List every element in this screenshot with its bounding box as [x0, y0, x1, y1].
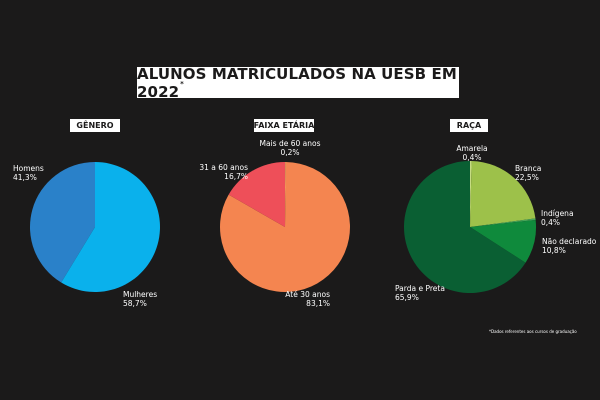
pie-slice-nao-declarado — [470, 219, 536, 263]
pie-slice-indigena — [470, 218, 536, 227]
pie-slice-branca — [470, 161, 536, 227]
slice-label-name: Homens — [13, 164, 44, 173]
slice-label-value: 41,3% — [13, 173, 37, 182]
slice-label-value: 58,7% — [123, 299, 147, 308]
pie-slice-mais-de-60-anos — [285, 162, 286, 227]
slice-label-name: Mais de 60 anos — [260, 139, 321, 148]
slice-label-value: 22,5% — [515, 173, 539, 182]
pie-slice-parda-e-preta — [403, 161, 526, 294]
slice-label-indigena: Indígena 0,4% — [541, 209, 574, 227]
pie-slice-ate-30-anos — [219, 162, 350, 293]
pie-title-raca: RAÇA — [450, 119, 488, 132]
slice-label-value: 0,2% — [280, 148, 299, 157]
slice-label-nao-declarado: Não declarado 10,8% — [542, 237, 597, 255]
footnote: *Dados referentes aos cursos de graduaçã… — [489, 329, 577, 334]
slice-label-name: Parda e Preta — [395, 284, 445, 293]
slice-label-amarela: Amarela 0,4% — [456, 144, 487, 162]
slice-label-name: Branca — [515, 164, 541, 173]
slice-label-value: 0,4% — [541, 218, 560, 227]
slice-label-homens: Homens 41,3% — [13, 164, 44, 182]
pie-slice-mulheres — [61, 162, 160, 292]
slice-label-31-a-60-anos: 31 a 60 anos 16,7% — [199, 163, 248, 181]
slice-label-value: 16,7% — [224, 172, 248, 181]
slice-label-name: Amarela — [456, 144, 487, 153]
slice-label-name: Mulheres — [123, 290, 157, 299]
pie-title-faixa-etaria: FAIXA ETÁRIA — [253, 119, 315, 132]
chart-title: ALUNOS MATRICULADOS NA UESB EM 2022* — [137, 64, 457, 101]
slice-label-value: 0,4% — [462, 153, 481, 162]
slice-label-name: Indígena — [541, 209, 574, 218]
chart-title-box: ALUNOS MATRICULADOS NA UESB EM 2022* — [137, 64, 459, 101]
slice-label-mais-de-60-anos: Mais de 60 anos 0,2% — [260, 139, 321, 157]
pie-title-genero: GÊNERO — [70, 119, 120, 132]
slice-label-branca: Branca 22,5% — [515, 164, 541, 182]
slice-label-name: Não declarado — [542, 237, 597, 246]
slice-label-parda-e-preta: Parda e Preta 65,9% — [395, 284, 445, 302]
slice-label-name: 31 a 60 anos — [199, 163, 248, 172]
pie-slice-31-a-60-anos — [228, 162, 285, 227]
slice-label-value: 10,8% — [542, 246, 566, 255]
slice-label-ate-30-anos: Até 30 anos 83,1% — [285, 290, 330, 308]
slice-label-value: 83,1% — [306, 299, 330, 308]
slice-label-name: Até 30 anos — [285, 290, 330, 299]
pie-slice-homens — [29, 162, 96, 283]
pie-slice-amarela — [470, 160, 472, 227]
slice-label-value: 65,9% — [395, 293, 419, 302]
title-footnote-mark: * — [180, 79, 184, 88]
slice-label-mulheres: Mulheres 58,7% — [123, 290, 157, 308]
